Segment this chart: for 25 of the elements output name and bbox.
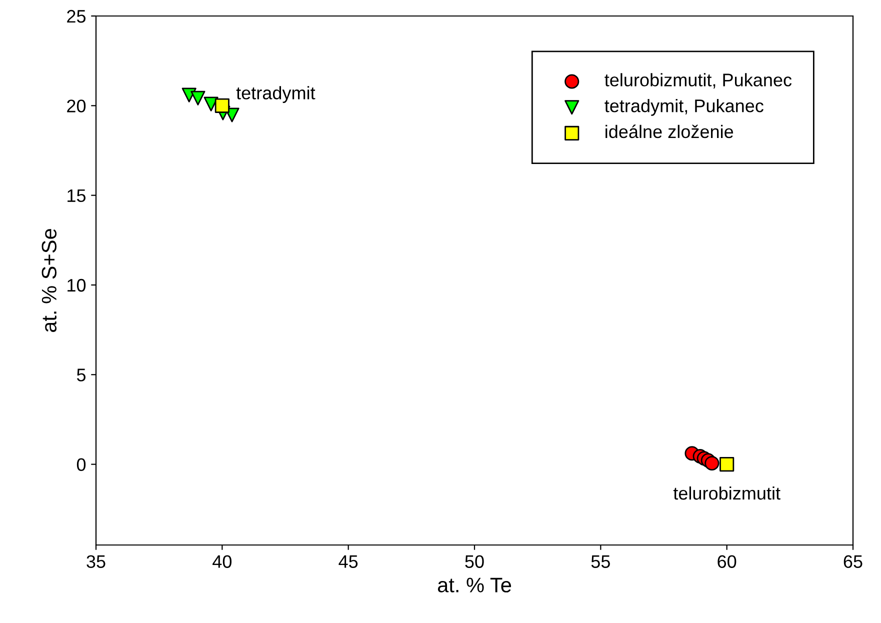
x-tick-label: 55 [591, 555, 610, 568]
point [190, 90, 206, 106]
y-tick-label: 0 [76, 458, 86, 472]
y-tick-label: 5 [76, 368, 86, 382]
point [704, 456, 720, 471]
x-tick-label: 35 [86, 555, 106, 568]
legend-label: tetradymit, Pukanec [604, 99, 764, 116]
x-axis-title: at. % Te [438, 578, 512, 592]
x-tick-label: 50 [465, 555, 484, 568]
y-axis-title: at. % S+Se [42, 229, 57, 332]
legend-label: ideálne zloženie [606, 124, 734, 138]
x-tick-label: 40 [212, 555, 232, 568]
x-tick-label: 65 [844, 555, 862, 568]
x-tick-label: 60 [718, 555, 736, 568]
point [204, 96, 218, 112]
x-tick-label: 45 [338, 555, 358, 568]
y-tick-label: 20 [67, 100, 86, 112]
annotation: tetradymit [236, 86, 316, 103]
annotation: telurobizmutit [673, 486, 780, 500]
point [720, 457, 734, 472]
y-tick-label: 15 [68, 189, 86, 202]
y-tick-label: 25 [67, 10, 86, 23]
y-tick-label: 10 [68, 278, 86, 292]
point [214, 98, 230, 113]
legend-label: telurobizmutit, Pukanec [604, 73, 792, 89]
